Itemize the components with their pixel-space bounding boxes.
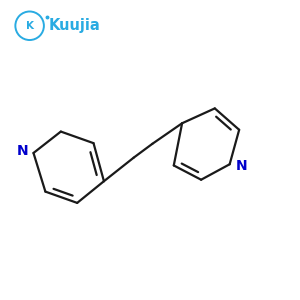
Text: N: N bbox=[16, 145, 28, 158]
Text: N: N bbox=[236, 159, 248, 173]
Text: Kuujia: Kuujia bbox=[48, 18, 100, 33]
Text: K: K bbox=[26, 21, 34, 31]
